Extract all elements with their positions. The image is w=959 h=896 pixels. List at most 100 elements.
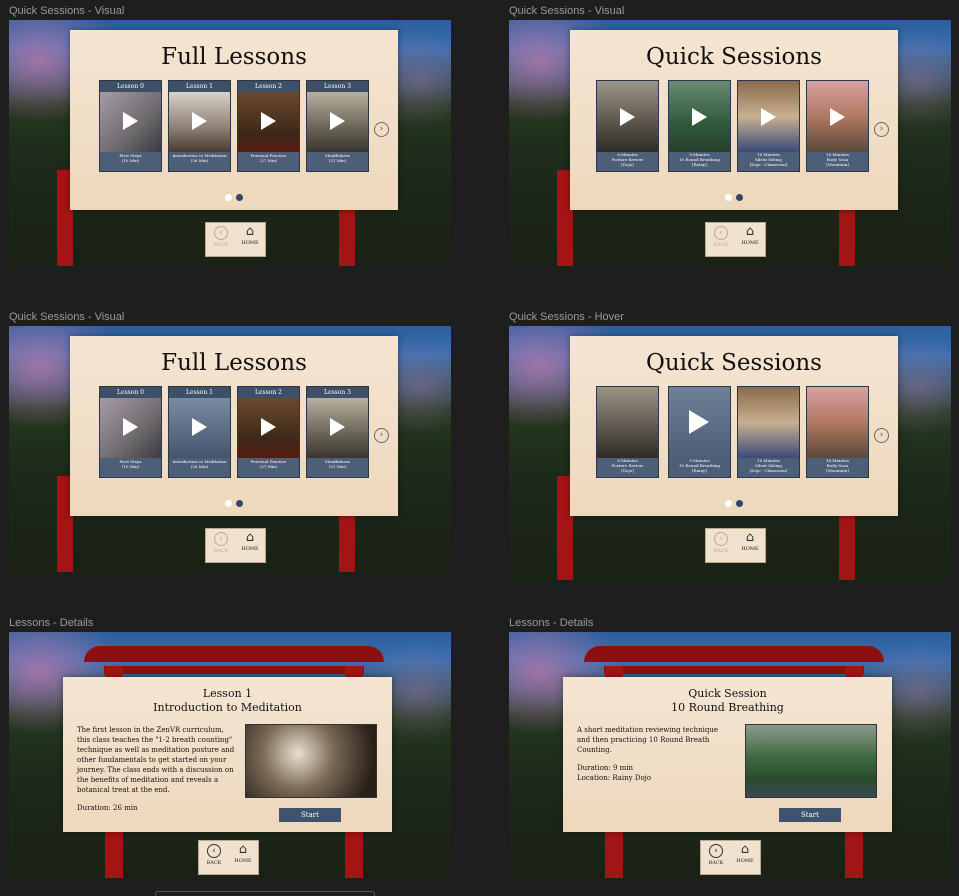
home-icon: ⌂ xyxy=(745,530,755,545)
session-card[interactable]: 16 Minutes Body Scan [Mountain] xyxy=(806,386,869,478)
lessons-panel: Full Lessons Lesson 0 First Steps (10 Min… xyxy=(70,336,398,516)
card-thumbnail xyxy=(597,387,658,458)
details-location: Location: Rainy Dojo xyxy=(577,774,652,782)
page-dot[interactable] xyxy=(725,500,732,507)
card-caption: First Steps (10 Min) xyxy=(119,153,142,163)
page-dot[interactable] xyxy=(225,500,232,507)
details-description: A short meditation reviewing technique a… xyxy=(577,726,718,754)
back-button[interactable]: ‹ BACK xyxy=(213,226,229,248)
chevron-left-circle-icon: ‹ xyxy=(214,226,228,240)
card-caption: 10 Minutes Silent Sitting [Dojo - Classroo… xyxy=(749,152,788,167)
page-dot[interactable] xyxy=(725,194,732,201)
frame-label: Quick Sessions - Hover xyxy=(509,311,624,323)
card-thumbnail xyxy=(807,81,868,152)
back-button[interactable]: ‹ BACK xyxy=(708,844,724,866)
lesson-card[interactable]: Lesson 2 Personal Practice (27 Min) xyxy=(237,80,300,172)
session-card[interactable]: 6 Minutes Posture Review [Dojo] xyxy=(596,386,659,478)
canvas-scrollbar[interactable] xyxy=(155,891,375,896)
card-label: Lesson 2 xyxy=(238,387,299,398)
home-button[interactable]: ⌂ HOME xyxy=(741,224,759,246)
card-thumbnail xyxy=(738,387,799,458)
play-icon xyxy=(123,418,138,436)
card-label: Lesson 3 xyxy=(307,81,368,92)
frame-quick-sessions-hover: Quick Sessions 6 Minutes Posture Review [D… xyxy=(509,326,951,580)
torii-pillar xyxy=(57,476,73,572)
play-icon xyxy=(830,108,845,126)
frame-quick-sessions: Quick Sessions 6 Minutes Posture Review [D… xyxy=(509,20,951,266)
start-button[interactable]: Start xyxy=(279,808,341,822)
torii-beam xyxy=(84,646,384,662)
home-button[interactable]: ⌂ HOME xyxy=(741,530,759,552)
play-icon xyxy=(261,112,276,130)
details-subtitle: 10 Round Breathing xyxy=(671,701,784,714)
card-label: Lesson 0 xyxy=(100,387,161,398)
card-label: Lesson 0 xyxy=(100,81,161,92)
frame-session-details: Quick Session 10 Round Breathing A short… xyxy=(509,632,951,878)
torii-beam xyxy=(584,646,884,662)
frame-label: Quick Sessions - Visual xyxy=(9,5,125,17)
page-dot-active[interactable] xyxy=(236,194,243,201)
play-icon xyxy=(192,112,207,130)
session-card[interactable]: 10 Minutes Silent Sitting [Dojo - Classroo… xyxy=(737,386,800,478)
torii-pillar xyxy=(57,170,73,266)
next-page-icon[interactable]: › xyxy=(374,428,389,443)
home-button[interactable]: ⌂ HOME xyxy=(241,530,259,552)
next-page-icon[interactable]: › xyxy=(374,122,389,137)
lessons-panel: Full Lessons Lesson 0 First Steps (10 Min… xyxy=(70,30,398,210)
session-card[interactable]: 16 Minutes Body Scan [Mountain] xyxy=(806,80,869,172)
play-icon xyxy=(689,410,709,434)
page-dot-active[interactable] xyxy=(236,500,243,507)
page-dot-active[interactable] xyxy=(736,500,743,507)
frame-label: Lessons - Details xyxy=(509,617,594,629)
home-button[interactable]: ⌂ HOME xyxy=(241,224,259,246)
card-caption: 10 Minutes Silent Sitting [Dojo - Classroo… xyxy=(749,458,788,473)
nav-bar: ‹ BACK ⌂ HOME xyxy=(205,528,266,563)
session-card-hover[interactable]: 9 Minutes 10 Round Breathing [Rainy] xyxy=(668,386,731,478)
lesson-card[interactable]: Lesson 2 Personal Practice (27 Min) xyxy=(237,386,300,478)
lesson-card[interactable]: Lesson 3 Mindfulness (31 Min) xyxy=(306,386,369,478)
sessions-panel: Quick Sessions 6 Minutes Posture Review [D… xyxy=(570,30,898,210)
session-card[interactable]: 9 Minutes 10 Round Breathing [Rainy] xyxy=(668,80,731,172)
sessions-panel: Quick Sessions 6 Minutes Posture Review [D… xyxy=(570,336,898,516)
session-card[interactable]: 10 Minutes Silent Sitting [Dojo - Classroo… xyxy=(737,80,800,172)
lesson-card[interactable]: Lesson 3 Mindfulness (31 Min) xyxy=(306,80,369,172)
lesson-card[interactable]: Lesson 0 First Steps (10 Min) xyxy=(99,80,162,172)
nav-bar: ‹ BACK ⌂ HOME xyxy=(198,840,259,875)
card-thumbnail xyxy=(807,387,868,458)
page-dot-active[interactable] xyxy=(736,194,743,201)
session-card[interactable]: 6 Minutes Posture Review [Dojo] xyxy=(596,80,659,172)
torii-beam xyxy=(604,666,864,674)
back-button[interactable]: ‹ BACK xyxy=(213,532,229,554)
back-button[interactable]: ‹ BACK xyxy=(713,532,729,554)
frame-full-lessons: Full Lessons Lesson 0 First Steps (10 Min… xyxy=(9,20,451,266)
card-thumbnail xyxy=(738,81,799,152)
chevron-left-circle-icon: ‹ xyxy=(714,532,728,546)
home-icon: ⌂ xyxy=(745,224,755,239)
back-button[interactable]: ‹ BACK xyxy=(206,844,222,866)
panel-title: Full Lessons xyxy=(161,44,307,70)
home-button[interactable]: ⌂ HOME xyxy=(234,842,252,864)
chevron-left-circle-icon: ‹ xyxy=(207,844,221,858)
lesson-card[interactable]: Lesson 0 First Steps (10 Min) xyxy=(99,386,162,478)
torii-beam xyxy=(104,666,364,674)
nav-bar: ‹ BACK ⌂ HOME xyxy=(705,222,766,257)
frame-lesson-details: Lesson 1 Introduction to Meditation The … xyxy=(9,632,451,878)
card-caption: Introduction to Meditation (26 Min) xyxy=(172,153,227,163)
card-caption: Personal Practice (27 Min) xyxy=(250,153,287,163)
card-caption: 16 Minutes Body Scan [Mountain] xyxy=(826,458,849,473)
start-button[interactable]: Start xyxy=(779,808,841,822)
home-button[interactable]: ⌂ HOME xyxy=(736,842,754,864)
card-label: Lesson 1 xyxy=(169,387,230,398)
back-button[interactable]: ‹ BACK xyxy=(713,226,729,248)
card-thumbnail xyxy=(669,387,730,458)
play-icon xyxy=(261,418,276,436)
lesson-card[interactable]: Lesson 1 Introduction to Meditation (26 M… xyxy=(168,80,231,172)
card-thumbnail xyxy=(100,398,161,458)
page-dot[interactable] xyxy=(225,194,232,201)
next-page-icon[interactable]: › xyxy=(874,428,889,443)
lesson-card-hover[interactable]: Lesson 1 Introduction to Meditation (26 M… xyxy=(168,386,231,478)
frame-label: Quick Sessions - Visual xyxy=(9,311,125,323)
next-page-icon[interactable]: › xyxy=(874,122,889,137)
card-thumbnail xyxy=(307,92,368,152)
home-icon: ⌂ xyxy=(245,530,255,545)
